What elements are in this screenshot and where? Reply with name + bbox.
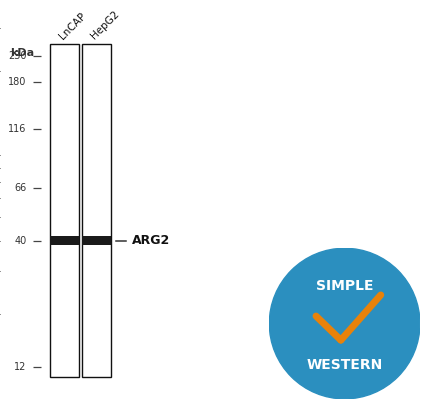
Text: 40: 40 — [14, 236, 26, 246]
Bar — [81, 44, 110, 376]
Text: LnCAP: LnCAP — [57, 11, 88, 42]
Text: kDa: kDa — [11, 48, 35, 58]
Text: ARG2: ARG2 — [131, 234, 170, 247]
Text: 12: 12 — [14, 363, 26, 372]
Text: 180: 180 — [8, 77, 26, 87]
Text: 66: 66 — [14, 183, 26, 193]
Bar — [50, 44, 79, 376]
Text: ®: ® — [399, 381, 406, 387]
Text: WESTERN: WESTERN — [306, 358, 382, 372]
Circle shape — [268, 248, 419, 399]
Text: 116: 116 — [8, 124, 26, 133]
Text: 230: 230 — [8, 51, 26, 61]
Text: HepG2: HepG2 — [89, 9, 121, 42]
Text: SIMPLE: SIMPLE — [315, 279, 372, 293]
